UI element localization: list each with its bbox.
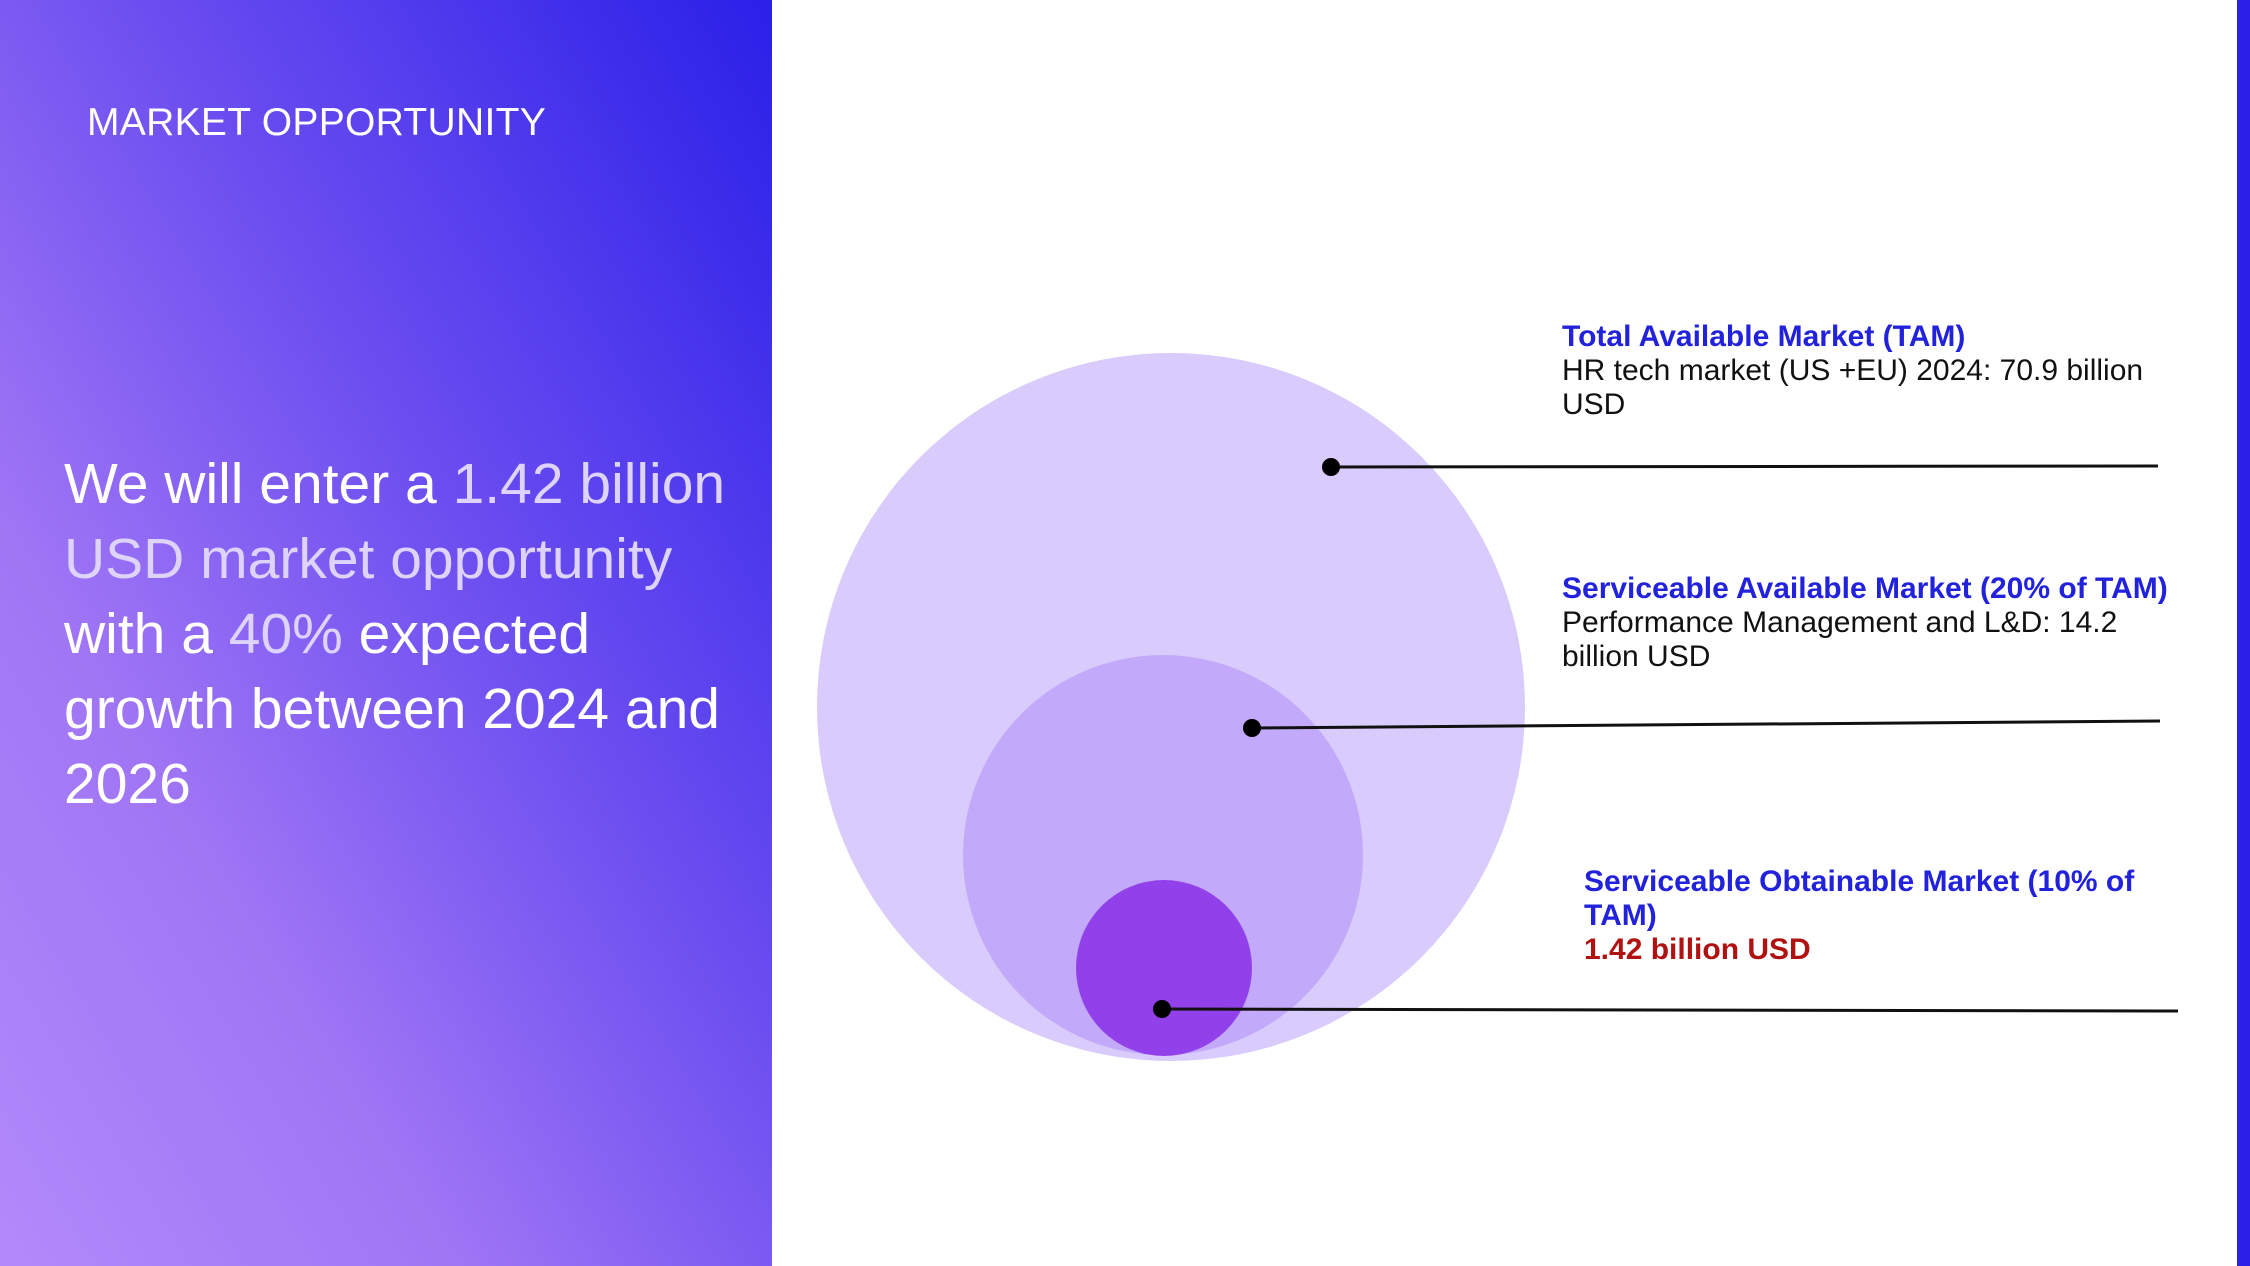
right-edge-bar — [2237, 0, 2250, 1266]
left-panel: MARKET OPPORTUNITY We will enter a 1.42 … — [0, 0, 772, 1266]
headline-highlight-1: 1.42 billion USD market opportunity — [64, 452, 726, 591]
headline-text-3: expected growth between 2024 and 2026 — [64, 602, 721, 816]
som-leader-dot — [1153, 1000, 1171, 1018]
tam-leader-dot — [1322, 458, 1340, 476]
headline-text-1: We will enter a — [64, 452, 453, 516]
tam-title: Total Available Market (TAM) — [1562, 320, 1966, 353]
sam-title: Serviceable Available Market (20% of TAM… — [1562, 572, 2168, 605]
tam-description: HR tech market (US +EU) 2024: 70.9 billi… — [1562, 354, 2144, 421]
tam-leader-line — [1330, 464, 2159, 469]
som-value: 1.42 billion USD — [1584, 933, 1811, 966]
headline-highlight-2: 40% — [228, 602, 343, 666]
som-circle — [1076, 880, 1252, 1056]
headline: We will enter a 1.42 billion USD market … — [64, 447, 764, 822]
sam-leader-line — [1251, 719, 2161, 730]
som-leader-line — [1161, 1007, 2179, 1013]
som-callout: Serviceable Obtainable Market (10% of TA… — [1584, 865, 2184, 967]
sam-circle — [963, 655, 1363, 1055]
sam-description: Performance Management and L&D: 14.2 bil… — [1562, 606, 2118, 673]
headline-text-2: with a — [64, 602, 229, 666]
sam-leader-dot — [1243, 719, 1261, 737]
tam-callout: Total Available Market (TAM) HR tech mar… — [1562, 320, 2202, 422]
sam-callout: Serviceable Available Market (20% of TAM… — [1562, 572, 2202, 674]
som-title: Serviceable Obtainable Market (10% of TA… — [1584, 865, 2135, 932]
section-label: MARKET OPPORTUNITY — [87, 101, 547, 144]
